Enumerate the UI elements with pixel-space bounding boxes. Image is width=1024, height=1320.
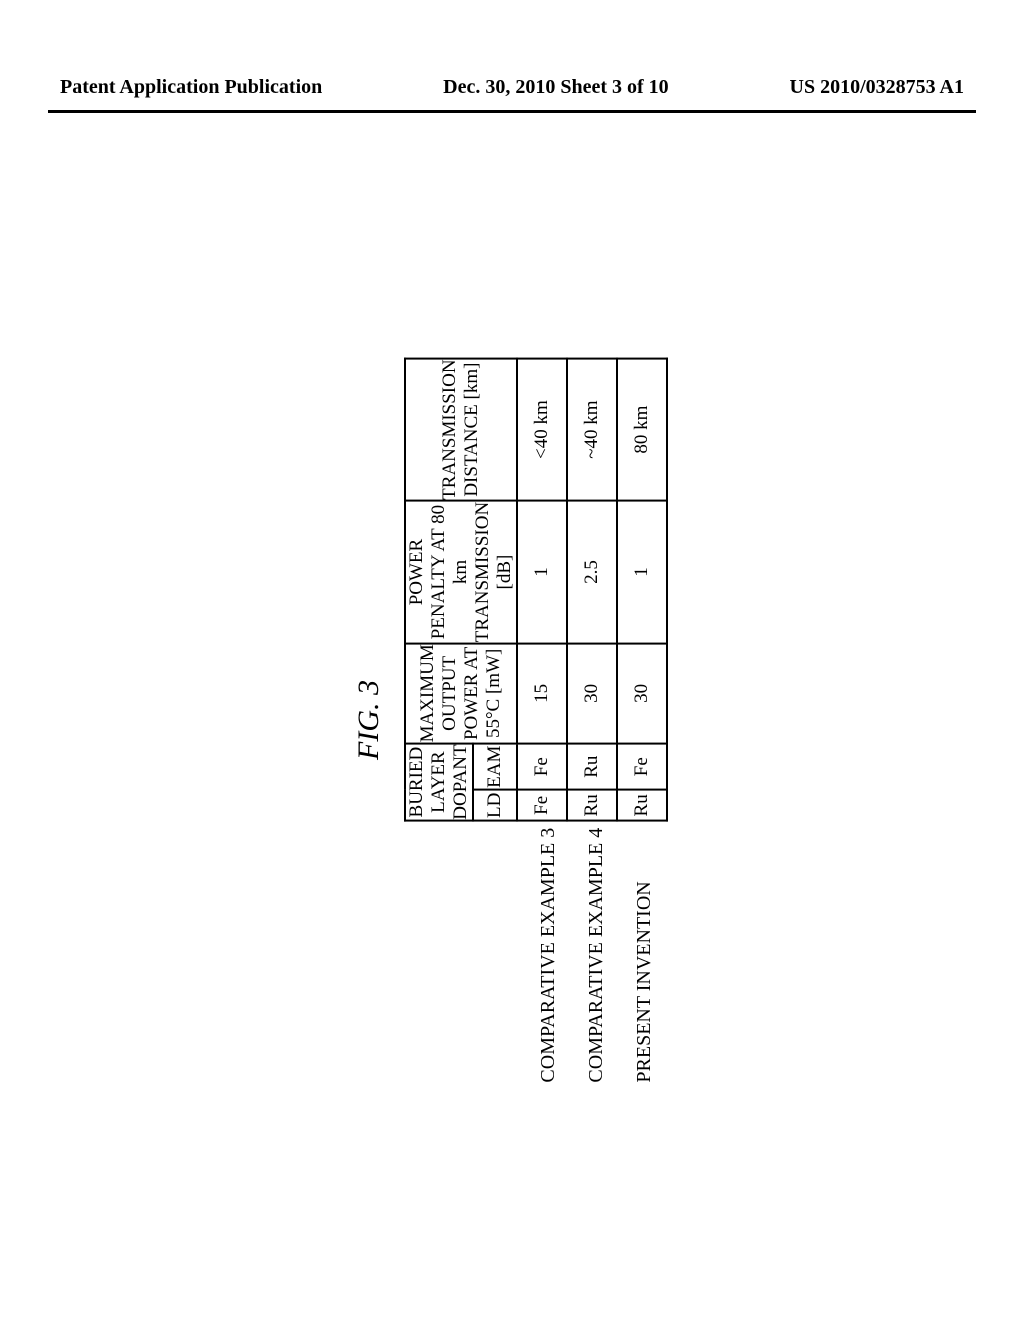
header-center: Dec. 30, 2010 Sheet 3 of 10	[443, 76, 669, 99]
table-body: Fe Fe 15 1 <40 km Ru Ru 30 2.5 ~40 km	[517, 358, 667, 820]
header-divider	[48, 110, 976, 113]
cell-distance: ~40 km	[567, 358, 617, 500]
table-row: Fe Fe 15 1 <40 km	[517, 358, 567, 820]
cell-penalty: 2.5	[567, 501, 617, 643]
header-left: Patent Application Publication	[60, 76, 322, 99]
cell-eam: Fe	[617, 743, 667, 790]
figure-title: FIG. 3	[352, 357, 386, 1082]
col-header-max-output-power: MAXIMUM OUTPUT POWER AT 55°C [mW]	[405, 643, 517, 743]
cell-ld: Fe	[517, 790, 567, 821]
cell-eam: Ru	[567, 743, 617, 790]
cell-distance: <40 km	[517, 358, 567, 500]
table-area: COMPARATIVE EXAMPLE 3 COMPARATIVE EXAMPL…	[404, 357, 668, 1082]
cell-eam: Fe	[517, 743, 567, 790]
col-header-power-penalty: POWER PENALTY AT 80 km TRANSMISSION [dB]	[405, 501, 517, 643]
page: Patent Application Publication Dec. 30, …	[0, 0, 1024, 1320]
row-labels: COMPARATIVE EXAMPLE 3 COMPARATIVE EXAMPL…	[440, 828, 668, 1083]
col-header-buried-layer-dopant: BURIED LAYER DOPANT	[405, 743, 473, 820]
page-header: Patent Application Publication Dec. 30, …	[60, 76, 964, 99]
table-row: Ru Ru 30 2.5 ~40 km	[567, 358, 617, 820]
cell-power: 15	[517, 643, 567, 743]
row-label: COMPARATIVE EXAMPLE 3	[524, 828, 572, 1083]
figure-rotated-container: FIG. 3 COMPARATIVE EXAMPLE 3 COMPARATIVE…	[352, 357, 668, 1082]
cell-distance: 80 km	[617, 358, 667, 500]
col-header-ld: LD	[473, 790, 517, 821]
row-label-spacer	[440, 828, 524, 1083]
col-header-transmission-distance: TRANSMISSION DISTANCE [km]	[405, 358, 517, 500]
table-header-row-1: BURIED LAYER DOPANT MAXIMUM OUTPUT POWER…	[405, 358, 473, 820]
col-header-eam: EAM	[473, 743, 517, 790]
cell-ld: Ru	[567, 790, 617, 821]
cell-penalty: 1	[617, 501, 667, 643]
row-label: COMPARATIVE EXAMPLE 4	[572, 828, 620, 1083]
cell-power: 30	[617, 643, 667, 743]
header-right: US 2010/0328753 A1	[790, 76, 964, 99]
data-table: BURIED LAYER DOPANT MAXIMUM OUTPUT POWER…	[404, 357, 668, 821]
row-label: PRESENT INVENTION	[620, 828, 668, 1083]
table-head: BURIED LAYER DOPANT MAXIMUM OUTPUT POWER…	[405, 358, 517, 820]
cell-power: 30	[567, 643, 617, 743]
cell-penalty: 1	[517, 501, 567, 643]
cell-ld: Ru	[617, 790, 667, 821]
table-row: Ru Fe 30 1 80 km	[617, 358, 667, 820]
